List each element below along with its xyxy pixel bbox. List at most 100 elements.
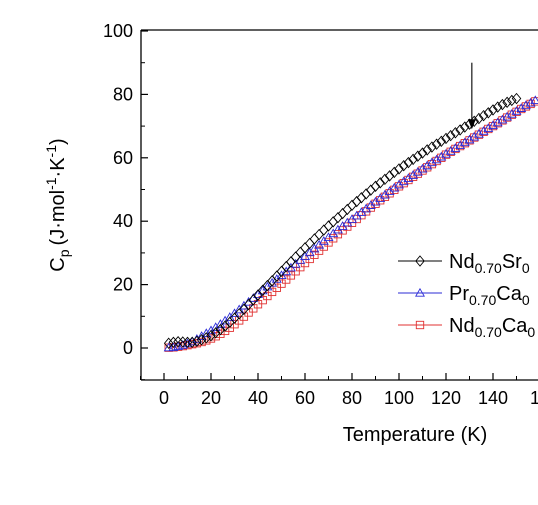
- triangle-data-point: [187, 336, 198, 346]
- triangle-data-point: [394, 179, 404, 189]
- triangle-data-point: [210, 322, 221, 331]
- diamond-data-point: [173, 335, 183, 348]
- legend-square-marker: [415, 320, 425, 330]
- square-data-point: [418, 166, 427, 175]
- triangle-data-point: [403, 173, 414, 183]
- y-axis-title: Cp(J·mol-1·K-1): [43, 138, 72, 271]
- diamond-data-point: [380, 173, 390, 186]
- data-markers: [163, 92, 538, 352]
- diamond-data-point: [178, 336, 188, 348]
- diamond-data-point: [314, 228, 324, 241]
- triangle-data-point: [201, 328, 212, 338]
- y-axis-title-exp2: -1: [43, 145, 59, 158]
- legend: Nd0.70Sr0 Pr0.70Ca0 Nd0.70Ca0: [398, 251, 535, 340]
- diamond-data-point: [366, 184, 376, 196]
- triangle-data-point: [426, 157, 437, 167]
- diamond-data-point: [286, 256, 296, 268]
- triangle-data-point: [455, 140, 466, 150]
- y-axis-title-mid: ·K: [47, 157, 69, 178]
- diamond-data-point: [323, 220, 334, 232]
- square-data-point: [206, 334, 216, 343]
- diamond-data-point: [474, 112, 484, 125]
- triangle-data-point: [506, 108, 517, 118]
- diamond-data-point: [168, 336, 179, 348]
- square-data-point: [220, 326, 230, 336]
- triangle-data-point: [502, 111, 513, 121]
- arrow-head: [467, 119, 476, 130]
- triangle-data-point: [436, 151, 447, 161]
- diamond-data-point: [403, 156, 414, 169]
- triangle-data-point: [483, 123, 494, 132]
- x-tick-label: 0: [159, 388, 169, 408]
- diamond-data-point: [187, 336, 197, 348]
- square-data-point: [408, 172, 418, 181]
- legend-label: Nd0.70Sr0: [449, 251, 530, 276]
- y-axis-title-exp1: -1: [43, 177, 59, 190]
- diamond-data-point: [163, 337, 174, 349]
- legend-triangle-marker: [415, 287, 425, 297]
- diamond-data-point: [497, 98, 508, 111]
- x-tick-label: 100: [384, 388, 414, 408]
- diamond-data-point: [192, 335, 202, 348]
- triangle-data-point: [497, 114, 508, 124]
- diamond-data-point: [427, 141, 437, 153]
- y-axis-title-sub: p: [56, 249, 72, 257]
- diamond-data-point: [210, 327, 221, 339]
- triangle-data-point: [464, 134, 475, 144]
- y-axis-title-close: ): [47, 138, 69, 145]
- x-tick-label: 140: [478, 388, 508, 408]
- diamond-data-point: [351, 195, 362, 208]
- square-data-point: [432, 156, 441, 166]
- diamond-data-point: [441, 132, 451, 145]
- x-tick-label: 80: [342, 388, 362, 408]
- legend-item: Nd0.70Ca0: [398, 315, 535, 340]
- diamond-data-point: [206, 329, 216, 342]
- y-tick-label: 60: [113, 148, 133, 168]
- y-tick-label: 80: [113, 84, 133, 104]
- diamond-data-point: [422, 144, 432, 156]
- triangle-data-point: [445, 146, 456, 155]
- x-tick-label: 60: [295, 388, 315, 408]
- diamond-data-point: [417, 147, 428, 159]
- diamond-data-point: [196, 334, 207, 346]
- diamond-data-point: [342, 203, 353, 216]
- diamond-data-point: [511, 92, 522, 105]
- legend-item: Nd0.70Sr0: [398, 251, 530, 276]
- y-tick-label: 100: [103, 21, 133, 41]
- axes: [140, 29, 538, 381]
- diamond-data-point: [201, 332, 212, 344]
- x-axis-title: Temperature (K): [343, 424, 488, 446]
- diamond-data-point: [215, 323, 226, 336]
- diamond-data-point: [436, 135, 447, 148]
- annotation-arrow: [467, 62, 476, 130]
- triangle-data-point: [422, 160, 433, 170]
- triangle-data-point: [488, 120, 498, 130]
- diamond-data-point: [375, 177, 385, 189]
- triangle-data-point: [520, 100, 531, 110]
- y-axis-title-main: C: [47, 257, 69, 271]
- square-data-point: [399, 179, 408, 188]
- legend-label: Nd0.70Ca0: [449, 315, 535, 340]
- diamond-data-point: [356, 192, 367, 204]
- diamond-data-point: [502, 96, 512, 109]
- triangle-data-point: [478, 126, 489, 135]
- diamond-data-point: [337, 207, 348, 220]
- diamond-data-point: [445, 129, 456, 142]
- ticks: 0 20 40 60 80 100 0 20 40 60 80 100 120 140 16: [103, 21, 538, 408]
- triangle-data-point: [206, 325, 216, 335]
- diamond-data-point: [319, 224, 329, 236]
- x-tick-label: 40: [248, 388, 268, 408]
- y-axis-title-units: (J·mol: [47, 190, 69, 246]
- diamond-data-point: [413, 150, 423, 162]
- triangle-data-point: [530, 95, 538, 105]
- diamond-data-point: [370, 180, 381, 193]
- diamond-data-point: [507, 94, 517, 107]
- diamond-data-point: [384, 170, 395, 182]
- x-tick-label: 20: [201, 388, 221, 408]
- legend-label: Pr0.70Ca0: [449, 283, 530, 308]
- diamond-data-point: [182, 336, 193, 348]
- triangle-data-point: [511, 106, 522, 115]
- x-tick-label: 16: [530, 388, 538, 408]
- diamond-data-point: [488, 104, 498, 116]
